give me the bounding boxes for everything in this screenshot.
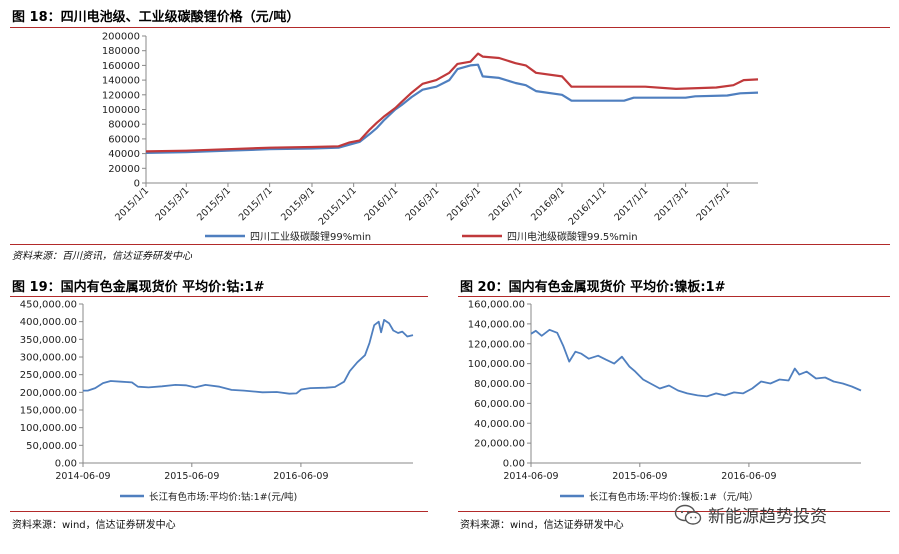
fig18-y-tick-label: 140000 <box>102 76 140 87</box>
watermark: 新能源趋势投资 <box>674 502 827 527</box>
fig18-y-tick-label: 0 <box>134 179 140 190</box>
fig20-title-rule <box>458 296 890 297</box>
fig18-y-tick-label: 60000 <box>108 134 140 145</box>
fig20-x-tick-label: 2014-06-09 <box>503 471 558 482</box>
fig18-title-rule <box>10 27 890 28</box>
fig18-legend-label-2: 四川电池级碳酸锂99.5%min <box>507 230 638 243</box>
fig19-y-tick-label: 0.00 <box>55 459 77 470</box>
fig19-y-tick-label: 250,000.00 <box>20 370 77 381</box>
fig19-source-rule <box>10 511 428 512</box>
fig20-y-tick-label: 60,000.00 <box>474 399 525 410</box>
fig18-source-rule <box>10 244 890 245</box>
fig20-y-tick-label: 80,000.00 <box>474 379 525 390</box>
watermark-text: 新能源趋势投资 <box>708 507 827 527</box>
fig20-series-line-1 <box>530 328 862 398</box>
fig18-y-tick-label: 120000 <box>102 90 140 101</box>
fig18-title: 图 18：四川电池级、工业级碳酸锂价格（元/吨） <box>12 10 300 25</box>
fig20-y-tick-label: 20,000.00 <box>474 439 525 450</box>
fig18-legend-label-1: 四川工业级碳酸锂99%min <box>250 230 371 243</box>
fig20-y-tick-label: 100,000.00 <box>468 359 525 370</box>
fig18-y-tick-label: 200000 <box>102 32 140 43</box>
fig20-title: 图 20：国内有色金属现货价 平均价:镍板:1# <box>460 280 726 295</box>
fig19-series-line-1 <box>83 319 414 395</box>
fig18-y-tick-label: 40000 <box>108 149 140 160</box>
fig20-legend-label-1: 长江有色市场:平均价:镍板:1#（元/吨） <box>589 491 758 503</box>
fig19-y-tick-label: 150,000.00 <box>20 406 77 417</box>
fig20-y-tick-label: 0.00 <box>503 459 525 470</box>
fig19-title: 图 19：国内有色金属现货价 平均价:钴:1# <box>12 280 265 295</box>
fig19-y-tick-label: 400,000.00 <box>20 317 77 328</box>
fig19-y-tick-label: 350,000.00 <box>20 335 77 346</box>
fig18-series-line-2 <box>145 52 759 153</box>
fig19-y-tick-label: 50,000.00 <box>26 441 77 452</box>
fig19-source: 资料来源：wind，信达证券研发中心 <box>12 520 176 531</box>
fig18-y-tick-label: 100000 <box>102 105 140 116</box>
fig19-legend-label-1: 长江有色市场:平均价:钴:1#(元/吨) <box>149 491 297 503</box>
fig20-x-tick-label: 2016-06-09 <box>721 471 776 482</box>
fig19-x-tick-label: 2015-06-09 <box>164 471 219 482</box>
fig20-source-rule <box>458 511 890 512</box>
fig19-title-rule <box>10 296 428 297</box>
fig19-y-tick-label: 450,000.00 <box>20 300 77 311</box>
fig18-y-tick-label: 180000 <box>102 46 140 57</box>
fig20-y-tick-label: 40,000.00 <box>474 419 525 430</box>
fig19-y-tick-label: 200,000.00 <box>20 388 77 399</box>
fig18-y-tick-label: 160000 <box>102 61 140 72</box>
fig19-x-tick-label: 2014-06-09 <box>55 471 110 482</box>
fig20-y-tick-label: 120,000.00 <box>468 339 525 350</box>
fig18-series-line-1 <box>145 63 759 154</box>
fig18-y-tick-label: 80000 <box>108 120 140 131</box>
fig20-y-tick-label: 160,000.00 <box>468 300 525 311</box>
fig19-y-tick-label: 100,000.00 <box>20 423 77 434</box>
fig20-y-tick-label: 140,000.00 <box>468 319 525 330</box>
fig19-y-tick-label: 300,000.00 <box>20 353 77 364</box>
fig20-x-tick-label: 2015-06-09 <box>612 471 667 482</box>
wechat-icon <box>674 504 702 526</box>
fig18-source: 资料来源：百川资讯，信达证券研发中心 <box>12 251 192 262</box>
fig18-y-tick-label: 20000 <box>108 164 140 175</box>
fig19-x-tick-label: 2016-06-09 <box>273 471 328 482</box>
fig20-source: 资料来源：wind，信达证券研发中心 <box>460 520 624 531</box>
